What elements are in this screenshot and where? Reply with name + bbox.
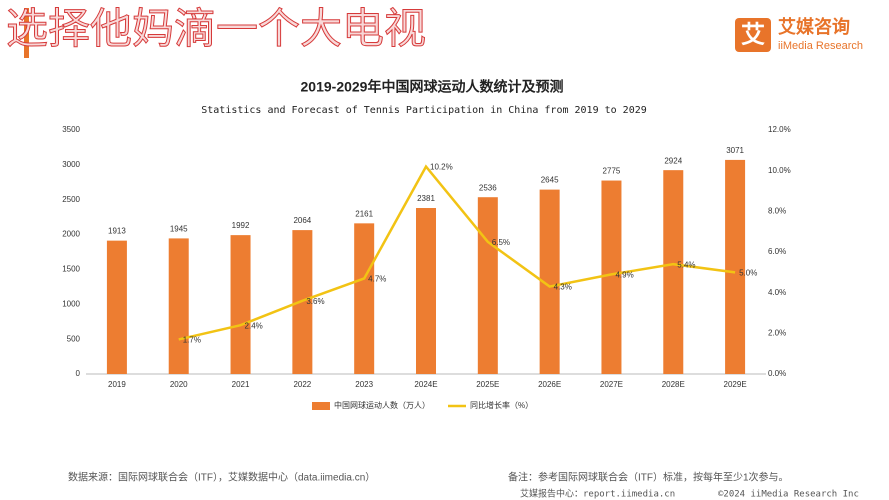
chart-subtitle: Statistics and Forecast of Tennis Partic…	[201, 105, 647, 116]
logo-mark: 艾	[741, 21, 765, 48]
source: 数据来源：国际网球联合会（ITF），艾媒数据中心（data.iimedia.cn…	[68, 471, 375, 484]
bar-value-label: 2064	[293, 216, 311, 225]
x-tick-label: 2026E	[538, 380, 561, 389]
y-tick-label: 2500	[62, 195, 80, 204]
logo-icon	[735, 18, 771, 52]
line-value-label: 1.7%	[183, 336, 201, 345]
x-tick-label: 2019	[108, 380, 126, 389]
y2-tick-label: 10.0%	[768, 166, 791, 175]
line-value-label: 5.0%	[739, 268, 757, 277]
bar-value-label: 3071	[726, 146, 744, 155]
legend-swatch	[312, 402, 330, 410]
chart-title: 2019-2029年中国网球运动人数统计及预测	[301, 79, 564, 95]
y2-tick-label: 2.0%	[768, 328, 786, 337]
accent-bar	[24, 8, 29, 58]
bar-value-label: 2775	[603, 167, 621, 176]
bar-value-label: 1913	[108, 227, 126, 236]
line-value-label: 5.4%	[677, 260, 695, 269]
x-tick-label: 2022	[293, 380, 311, 389]
site: 艾媒报告中心：report.iimedia.cn	[520, 488, 675, 500]
bar	[106, 240, 127, 374]
line-value-label: 6.5%	[492, 238, 510, 247]
logo-en: iiMedia Research	[778, 40, 863, 52]
line-value-label: 4.9%	[615, 270, 633, 279]
line-value-label: 2.4%	[245, 321, 263, 330]
bar-value-label: 2161	[355, 209, 373, 218]
y2-tick-label: 6.0%	[768, 247, 786, 256]
y-tick-label: 1500	[62, 265, 80, 274]
y-tick-label: 3500	[62, 125, 80, 134]
x-tick-label: 2021	[232, 380, 250, 389]
x-tick-label: 2023	[355, 380, 373, 389]
y2-tick-label: 8.0%	[768, 206, 786, 215]
line-value-label: 4.3%	[554, 283, 572, 292]
y-tick-label: 0	[76, 369, 81, 378]
bar	[230, 235, 251, 374]
watermark: 选择他妈滴一个大电视	[6, 4, 426, 53]
bar	[416, 208, 436, 374]
note: 备注：参考国际网球联合会（ITF）标准，按每年至少1次参与。	[508, 471, 789, 484]
bar-value-label: 1945	[170, 225, 188, 234]
bar	[354, 223, 375, 374]
bar	[477, 197, 498, 374]
bar-value-label: 1992	[232, 221, 250, 230]
x-tick-label: 2029E	[724, 380, 747, 389]
bar	[725, 159, 746, 374]
bar-value-label: 2924	[664, 156, 682, 165]
bar	[601, 180, 622, 374]
bar-value-label: 2536	[479, 183, 497, 192]
y-tick-label: 3000	[62, 160, 80, 169]
y-tick-label: 500	[67, 334, 81, 343]
legend-label: 同比增长率（%）	[470, 400, 533, 410]
y-tick-label: 2000	[62, 230, 80, 239]
line	[178, 164, 736, 341]
x-tick-label: 2025E	[476, 380, 499, 389]
bar-value-label: 2645	[541, 176, 559, 185]
x-tick-label: 2028E	[662, 380, 685, 389]
copyright: ©2024 iiMedia Research Inc	[718, 490, 859, 500]
x-tick-label: 2020	[170, 380, 188, 389]
x-tick-label: 2024E	[414, 380, 437, 389]
y2-tick-label: 0.0%	[768, 369, 786, 378]
bar	[539, 189, 560, 374]
line-value-label: 4.7%	[368, 275, 386, 284]
y-tick-label: 1000	[62, 299, 80, 308]
y2-tick-label: 12.0%	[768, 125, 791, 134]
x-tick-label: 2027E	[600, 380, 623, 389]
logo-cn: 艾媒咨询	[778, 16, 850, 37]
bar	[168, 238, 189, 374]
y2-tick-label: 4.0%	[768, 288, 786, 297]
line-value-label: 10.2%	[430, 163, 453, 172]
legend-label: 中国网球运动人数（万人）	[334, 400, 430, 410]
bar-value-label: 2381	[417, 194, 435, 203]
bar	[663, 170, 684, 374]
line-value-label: 3.6%	[306, 297, 324, 306]
